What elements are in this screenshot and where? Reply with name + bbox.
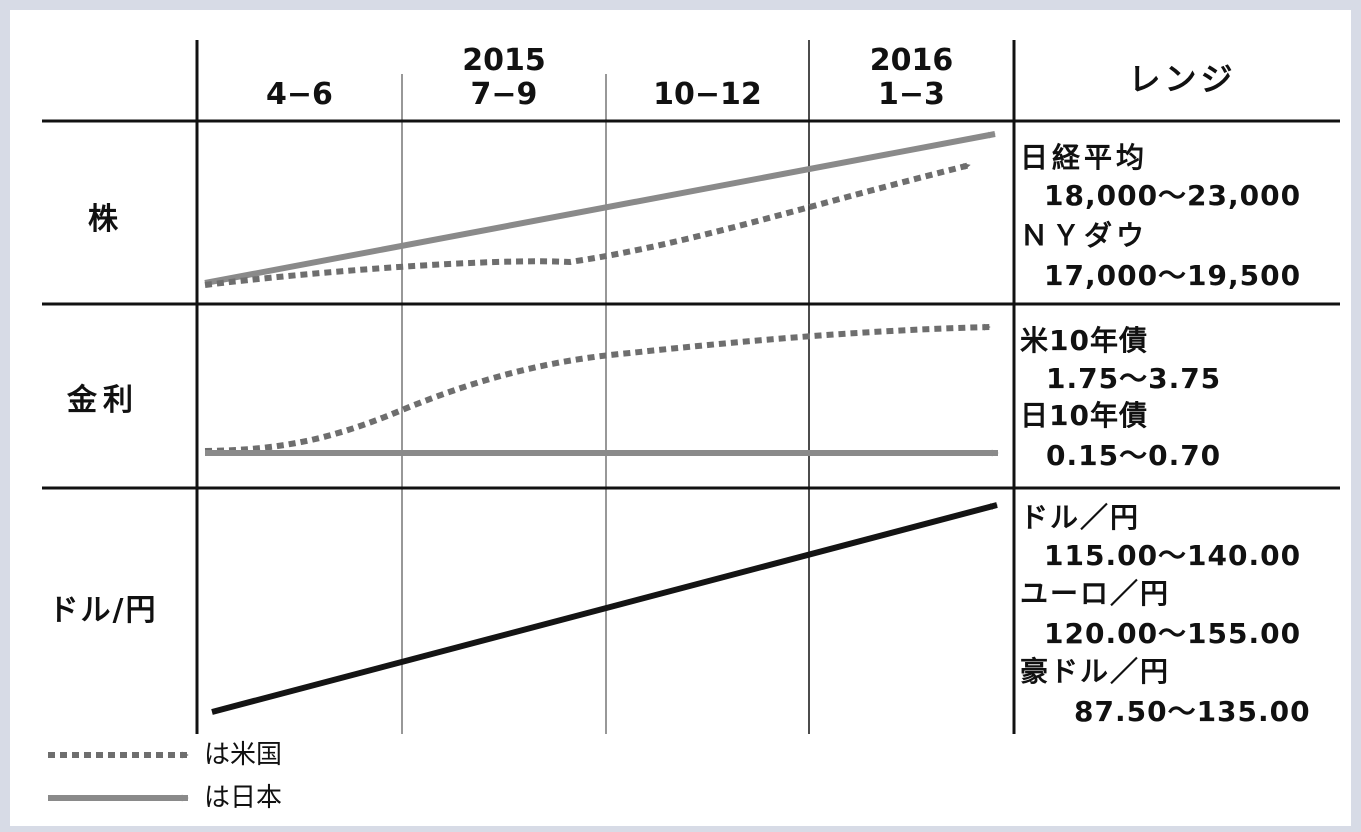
- range-nydow-label: ＮＹダウ: [1020, 219, 1149, 252]
- range-nikkei-value: 18,000〜23,000: [1044, 179, 1302, 212]
- row-label-stocks: 株: [88, 202, 118, 237]
- range-usdjpy-label: ドル／円: [1020, 501, 1141, 534]
- range-us10y-label: 米10年債: [1020, 324, 1148, 357]
- fx-arrow: [211, 502, 998, 715]
- range-usdjpy-value: 115.00〜140.00: [1044, 539, 1302, 572]
- range-nikkei-label: 日経平均: [1020, 141, 1149, 174]
- year-2016-label: 2016: [869, 43, 954, 78]
- range-eurjpy-label: ユーロ／円: [1020, 577, 1171, 610]
- rates-us-arrow: [204, 323, 991, 454]
- quarter-q4-label: 1−3: [878, 77, 945, 112]
- quarter-q1-label: 4−6: [266, 77, 333, 112]
- year-2015-label: 2015: [462, 43, 546, 78]
- diagram-canvas: 2015 2016 4−6 7−9 10−12 1−3 レンジ 株 金利 ドル/…: [10, 10, 1351, 826]
- stocks-us-arrow: [204, 162, 971, 288]
- legend-japan-label: は日本: [204, 783, 283, 813]
- quarter-q2-label: 7−9: [470, 77, 538, 112]
- range-jp10y-label: 日10年債: [1020, 399, 1148, 432]
- row-label-fx: ドル/円: [48, 593, 158, 628]
- quarter-q3-label: 10−12: [653, 77, 762, 112]
- stocks-japan-arrow: [204, 131, 996, 286]
- row-label-rates: 金利: [67, 383, 139, 418]
- range-header: レンジ: [1128, 60, 1237, 98]
- range-audjpy-value: 87.50〜135.00: [1074, 695, 1311, 728]
- legend-us-label: は米国: [204, 740, 283, 770]
- forecast-diagram: [42, 40, 1340, 802]
- range-audjpy-label: 豪ドル／円: [1020, 655, 1171, 688]
- range-us10y-value: 1.75〜3.75: [1046, 362, 1222, 395]
- range-eurjpy-value: 120.00〜155.00: [1044, 617, 1302, 650]
- range-nydow-value: 17,000〜19,500: [1044, 259, 1302, 292]
- range-jp10y-value: 0.15〜0.70: [1046, 439, 1222, 472]
